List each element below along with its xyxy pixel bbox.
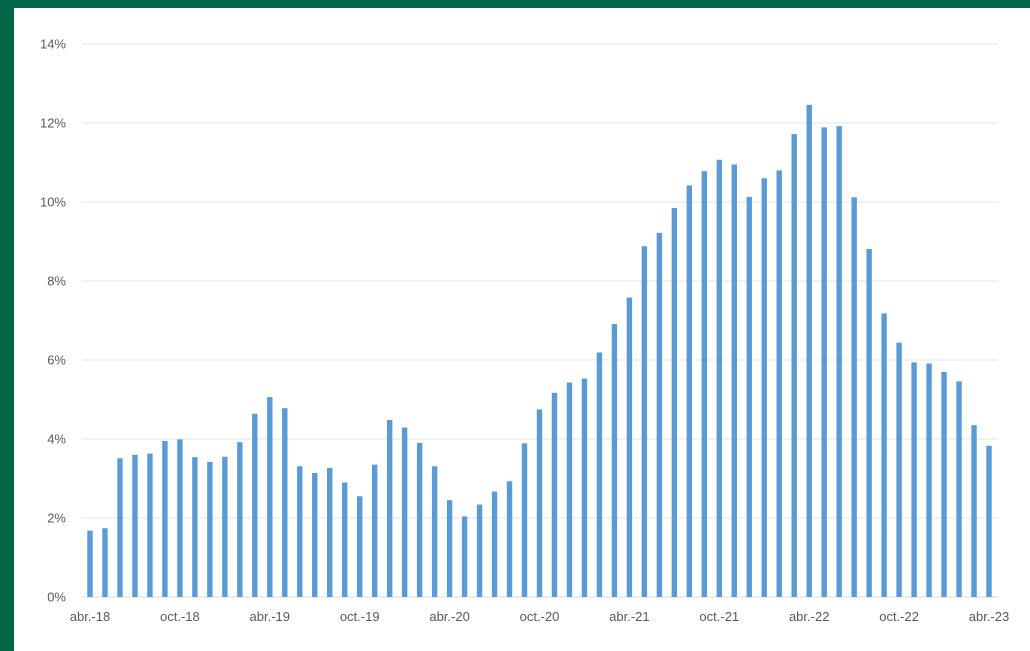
bar — [686, 185, 693, 597]
x-tick-label: abr.-22 — [789, 609, 829, 624]
bar — [192, 457, 198, 597]
bar — [342, 482, 348, 597]
bar — [327, 467, 333, 597]
bar — [222, 456, 228, 597]
bar — [851, 197, 857, 597]
x-tick-label: abr.-21 — [609, 609, 649, 624]
bar — [626, 297, 633, 597]
bar — [701, 171, 708, 597]
x-tick-label: oct.-18 — [160, 609, 200, 624]
bar — [986, 445, 992, 597]
bar — [521, 443, 528, 597]
x-tick-label: oct.-20 — [520, 609, 560, 624]
bar — [941, 371, 947, 597]
bars — [87, 104, 992, 598]
bar — [312, 472, 318, 597]
bar — [596, 352, 603, 597]
bar — [881, 313, 887, 597]
bar — [746, 196, 752, 598]
bar — [896, 342, 902, 597]
bar — [506, 481, 513, 597]
y-tick-label: 4% — [47, 432, 66, 447]
bar — [446, 500, 453, 597]
x-tick-label: abr.-18 — [70, 609, 110, 624]
bar — [956, 381, 962, 597]
bar — [162, 440, 168, 597]
bar — [207, 461, 213, 597]
x-tick-label: oct.-21 — [699, 609, 739, 624]
y-tick-label: 14% — [40, 37, 66, 52]
bar — [386, 420, 393, 597]
bar — [716, 159, 722, 598]
bar — [551, 392, 558, 597]
bar — [836, 126, 842, 597]
bar — [536, 409, 543, 598]
bar — [237, 442, 243, 597]
bar — [297, 466, 303, 597]
bar — [87, 530, 93, 597]
y-tick-label: 0% — [47, 590, 66, 605]
bar — [761, 178, 767, 598]
bar — [371, 464, 378, 597]
bar — [282, 408, 288, 597]
x-axis-tick-labels: abr.-18 oct.-18 abr.-19 oct.-19 abr.-20 oct.-… — [70, 609, 1009, 624]
x-tick-label: abr.-23 — [969, 609, 1009, 624]
bar — [776, 170, 782, 597]
bar — [791, 134, 797, 597]
bar — [401, 427, 408, 597]
bar — [357, 496, 363, 597]
bar — [476, 504, 483, 597]
bar — [656, 232, 663, 597]
bar — [806, 104, 812, 597]
bar — [132, 454, 138, 597]
bar — [102, 528, 108, 597]
y-tick-label: 2% — [47, 511, 66, 526]
bar — [491, 491, 498, 597]
bar — [267, 397, 273, 597]
bar — [731, 164, 737, 598]
bar — [866, 249, 872, 597]
bar — [611, 324, 618, 597]
bar — [117, 458, 123, 597]
bar — [416, 442, 423, 597]
bar — [911, 362, 917, 597]
bar — [431, 466, 438, 597]
y-axis-tick-labels: 0% 2% 4% 6% 8% 10% 12% 14% — [40, 37, 66, 605]
bar — [821, 127, 827, 597]
x-tick-label: oct.-22 — [879, 609, 919, 624]
bar — [971, 425, 977, 597]
x-tick-label: abr.-19 — [250, 609, 290, 624]
bar — [671, 207, 678, 597]
x-tick-label: oct.-19 — [340, 609, 380, 624]
y-tick-label: 8% — [47, 274, 66, 289]
y-tick-label: 6% — [47, 353, 66, 368]
bar — [147, 453, 153, 597]
bar — [926, 363, 932, 597]
x-tick-label: abr.-20 — [429, 609, 469, 624]
y-tick-label: 12% — [40, 116, 66, 131]
bar — [581, 378, 588, 597]
bar — [252, 413, 258, 597]
bar — [177, 439, 183, 597]
bar — [461, 516, 468, 597]
bar — [566, 382, 573, 597]
y-tick-label: 10% — [40, 195, 66, 210]
bar — [641, 246, 648, 598]
